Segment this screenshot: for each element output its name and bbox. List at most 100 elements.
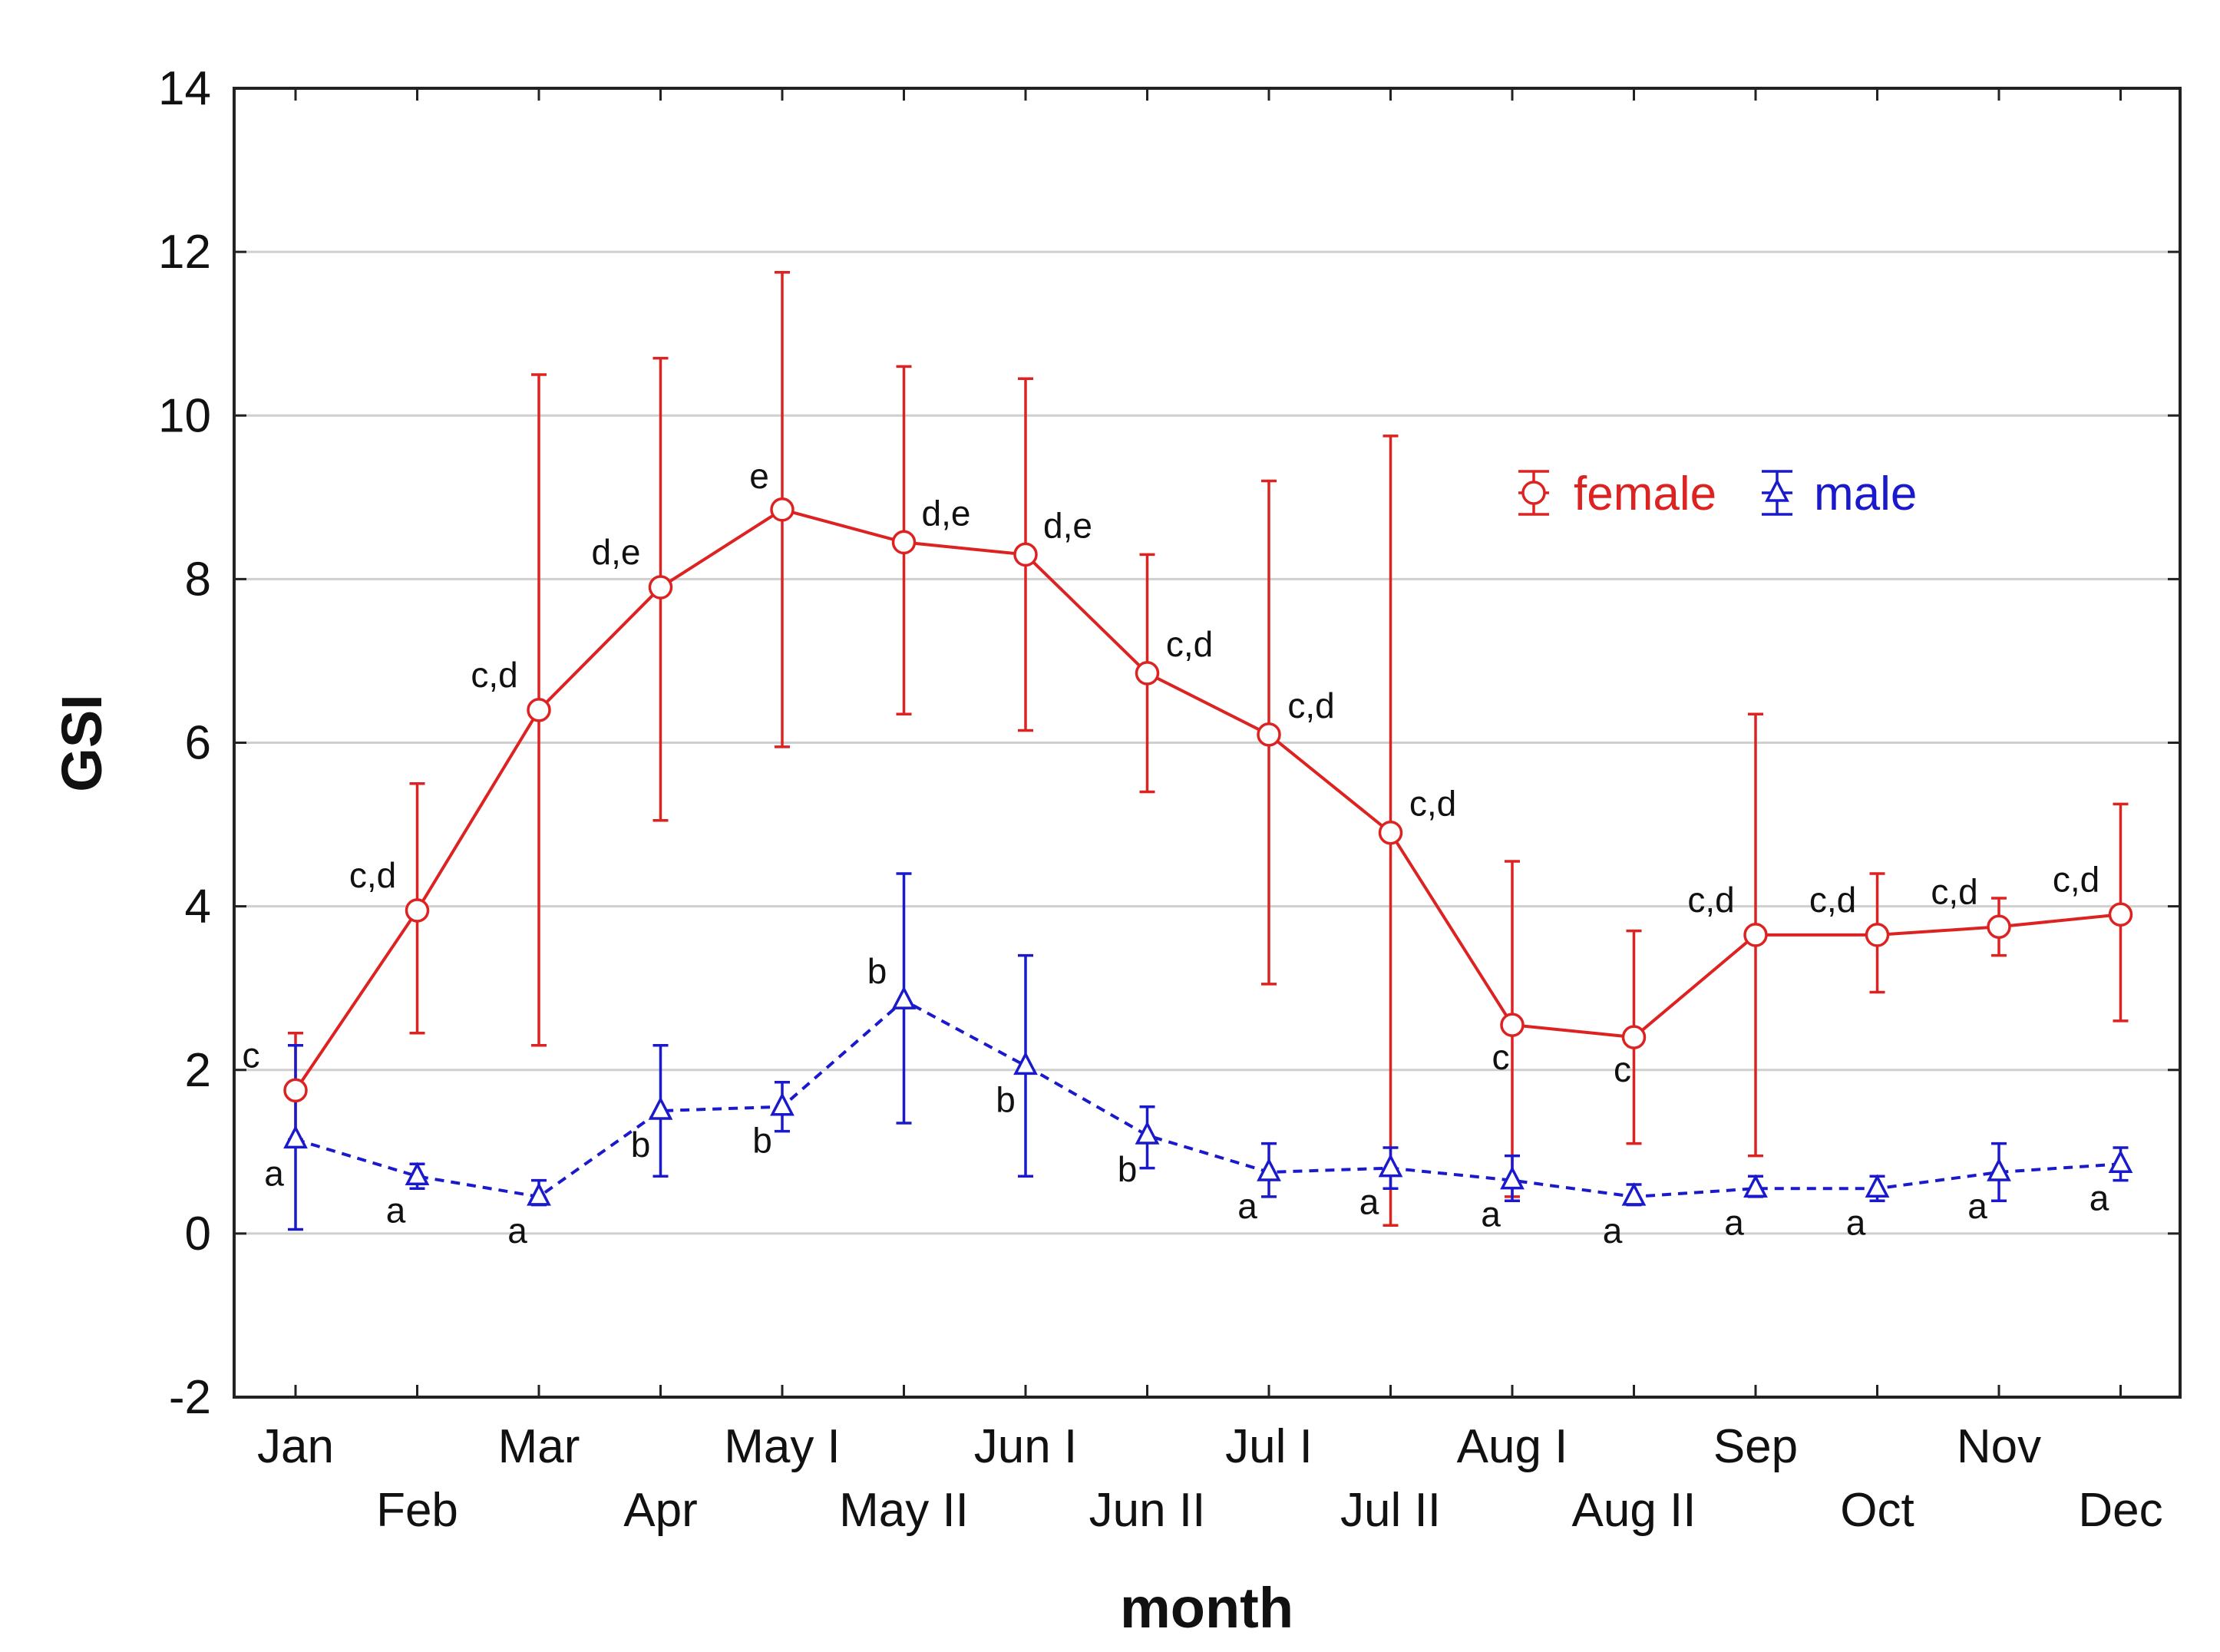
male-point xyxy=(2108,1149,2133,1174)
y-tick-label: 14 xyxy=(158,62,211,115)
x-tick-label: Jan xyxy=(257,1420,334,1473)
female-significance-letter: c,d xyxy=(1809,880,1856,920)
male-significance-letter: a xyxy=(1359,1182,1379,1222)
female-significance-letter: c,d xyxy=(1166,624,1213,664)
x-tick-label: Dec xyxy=(2078,1484,2162,1537)
x-tick-label: Feb xyxy=(376,1484,458,1537)
female-significance-letter: c xyxy=(243,1035,260,1075)
x-tick-label: Aug II xyxy=(1572,1484,1696,1537)
male-point xyxy=(770,1092,795,1116)
male-significance-letter: b xyxy=(867,951,887,991)
female-point xyxy=(1500,1013,1525,1037)
y-tick-label: -2 xyxy=(169,1371,211,1424)
male-significance-letter: a xyxy=(1481,1194,1501,1234)
female-significance-letter: c xyxy=(1492,1037,1510,1077)
female-point xyxy=(1987,914,2011,940)
x-tick-label: Nov xyxy=(1957,1420,2041,1473)
male-point xyxy=(1743,1174,1768,1198)
male-point xyxy=(405,1161,430,1186)
female-significance-letter: d,e xyxy=(1043,505,1092,545)
grid-layer xyxy=(234,250,2180,1235)
female-point xyxy=(1013,542,1038,567)
male-significance-letter: a xyxy=(1603,1211,1623,1251)
female-significance-letter: e xyxy=(749,456,769,496)
female-point xyxy=(891,530,917,555)
legend-label-male: male xyxy=(1814,468,1917,520)
male-point xyxy=(527,1182,551,1206)
male-point xyxy=(1257,1158,1281,1181)
marker-layer xyxy=(283,497,2133,1206)
y-tick-label: 2 xyxy=(185,1044,211,1097)
female-point xyxy=(770,497,795,522)
female-point xyxy=(648,575,673,600)
male-significance-letter: a xyxy=(264,1153,284,1193)
female-significance-letter: c,d xyxy=(1931,871,1977,911)
male-significance-letter: a xyxy=(1237,1186,1257,1226)
male-significance-letter: a xyxy=(2090,1178,2109,1218)
y-axis-title: GSI xyxy=(50,694,114,791)
male-significance-letter: b xyxy=(752,1121,772,1161)
series-line-layer xyxy=(294,507,2121,1199)
x-tick-label: Jul II xyxy=(1340,1484,1441,1537)
y-tick-label: 6 xyxy=(185,717,211,770)
x-tick-label: Sep xyxy=(1713,1420,1798,1473)
male-point xyxy=(648,1096,673,1120)
axis-tick-layer: -2 0 2 4 6 8 10 12 14 Jan Feb Mar Apr May I May II Jun … xyxy=(158,62,2180,1537)
male-point xyxy=(1500,1165,1525,1190)
y-tick-label: 12 xyxy=(158,226,211,279)
female-point xyxy=(527,698,551,722)
female-significance-letter: c,d xyxy=(1287,686,1334,725)
male-significance-letter: a xyxy=(386,1190,406,1230)
female-significance-letter: c,d xyxy=(471,655,517,695)
male-point xyxy=(1378,1153,1403,1178)
male-significance-letter: a xyxy=(1967,1186,1987,1226)
female-significance-letter: c,d xyxy=(1687,880,1734,920)
male-point xyxy=(891,986,917,1009)
male-significance-letter: a xyxy=(507,1211,527,1251)
female-point xyxy=(2108,902,2133,927)
x-tick-label: Aug I xyxy=(1457,1420,1568,1473)
female-point xyxy=(405,898,430,923)
male-point xyxy=(283,1125,308,1149)
male-series-line xyxy=(295,998,2121,1199)
legend-marker-male xyxy=(1765,478,1789,502)
legend-entry-female: female xyxy=(1518,468,1716,520)
female-point xyxy=(1135,661,1160,686)
x-axis-title: month xyxy=(1120,1576,1293,1640)
female-point xyxy=(1621,1025,1647,1049)
female-point xyxy=(1865,923,1890,947)
legend-entry-male: male xyxy=(1762,468,1917,520)
male-point xyxy=(1987,1158,2011,1181)
legend: female male xyxy=(1518,468,1917,520)
x-tick-label: Oct xyxy=(1840,1484,1914,1537)
male-point xyxy=(1865,1174,1890,1198)
y-tick-label: 10 xyxy=(158,389,211,442)
female-significance-letter: d,e xyxy=(592,532,641,572)
x-tick-label: Jun II xyxy=(1089,1484,1206,1537)
male-significance-letter: a xyxy=(1724,1202,1744,1242)
female-point xyxy=(283,1078,308,1103)
y-tick-label: 0 xyxy=(185,1208,211,1260)
y-tick-label: 4 xyxy=(185,881,211,933)
female-significance-letter: c,d xyxy=(2053,859,2099,899)
female-significance-letter: d,e xyxy=(922,493,971,533)
legend-label-female: female xyxy=(1574,468,1716,520)
male-point xyxy=(1135,1121,1160,1145)
female-significance-letter: c,d xyxy=(349,855,396,895)
male-point xyxy=(1013,1051,1038,1075)
female-point xyxy=(1743,923,1768,947)
female-point xyxy=(1378,820,1403,845)
male-point xyxy=(1621,1182,1647,1206)
y-tick-label: 8 xyxy=(185,553,211,606)
x-tick-label: Apr xyxy=(623,1484,697,1537)
male-significance-letter: b xyxy=(1118,1149,1138,1189)
x-tick-label: May II xyxy=(839,1484,969,1537)
male-significance-letter: b xyxy=(996,1079,1016,1119)
legend-marker-female xyxy=(1521,481,1546,505)
female-point xyxy=(1257,722,1281,747)
x-tick-label: Mar xyxy=(498,1420,580,1473)
x-tick-label: May I xyxy=(724,1420,841,1473)
male-significance-letter: b xyxy=(631,1125,651,1165)
